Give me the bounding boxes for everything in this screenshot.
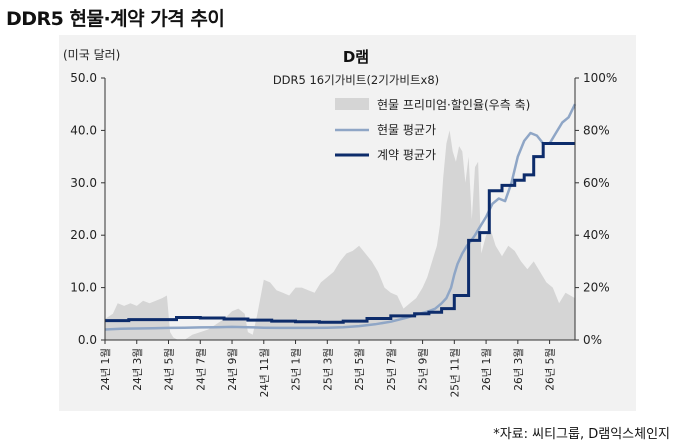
right-tick-label: 100% [583, 71, 617, 85]
x-tick-label: 24년 9월 [227, 348, 239, 391]
x-tick-label: 26년 5월 [545, 348, 557, 391]
series-spot-line [104, 103, 577, 331]
left-tick-label: 20.0 [70, 228, 97, 242]
legend-swatch-premium [335, 98, 369, 110]
left-tick-label: 50.0 [70, 71, 97, 85]
right-tick-label: 0% [583, 333, 602, 347]
x-tick-label: 24년 7월 [195, 348, 207, 391]
x-tick-label: 24년 1월 [100, 348, 112, 391]
chart-svg: (미국 달러) D램 DDR5 16기가비트(2기가비트x8) 0.0 10.0 2… [63, 48, 617, 397]
right-tick-label: 60% [583, 176, 610, 190]
x-tick-label: 26년 1월 [481, 348, 493, 391]
x-tick-label: 25년 9월 [418, 348, 430, 391]
source-note: *자료: 씨티그룹, D램익스체인지 [493, 427, 670, 442]
x-tick-label: 26년 3월 [513, 348, 525, 391]
left-axis-label: (미국 달러) [63, 48, 120, 62]
x-tick-label: 25년 7월 [386, 348, 398, 391]
x-tick-label: 24년 11월 [259, 348, 271, 397]
chart-frame: (미국 달러) D램 DDR5 16기가비트(2기가비트x8) 0.0 10.0 2… [59, 35, 636, 411]
left-tick-label: 40.0 [70, 123, 97, 137]
chart-title: D램 [343, 48, 369, 66]
left-tick-label: 0.0 [78, 333, 97, 347]
x-tick-label: 25년 3월 [322, 348, 334, 391]
x-tick-label: 25년 1월 [291, 348, 303, 391]
left-tick-label: 30.0 [70, 176, 97, 190]
series-contract-line [105, 142, 575, 324]
chart-subtitle: DDR5 16기가비트(2기가비트x8) [273, 73, 439, 87]
series-premium-area [105, 130, 575, 340]
left-tick-label: 10.0 [70, 281, 97, 295]
x-tick-label: 24년 3월 [132, 348, 144, 391]
x-tick-label: 25년 11월 [449, 348, 461, 397]
right-tick-label: 20% [583, 281, 610, 295]
x-tick-label: 24년 5월 [164, 348, 176, 391]
legend-label-spot: 현물 평균가 [377, 123, 436, 137]
right-tick-label: 80% [583, 123, 610, 137]
page-title: DDR5 현물·계약 가격 추이 [6, 8, 225, 30]
x-tick-label: 25년 5월 [354, 348, 366, 391]
legend-label-contract: 계약 평균가 [377, 147, 436, 162]
legend-label-premium: 현물 프리미엄·할인율(우측 축) [377, 98, 530, 112]
right-tick-label: 40% [583, 228, 610, 242]
